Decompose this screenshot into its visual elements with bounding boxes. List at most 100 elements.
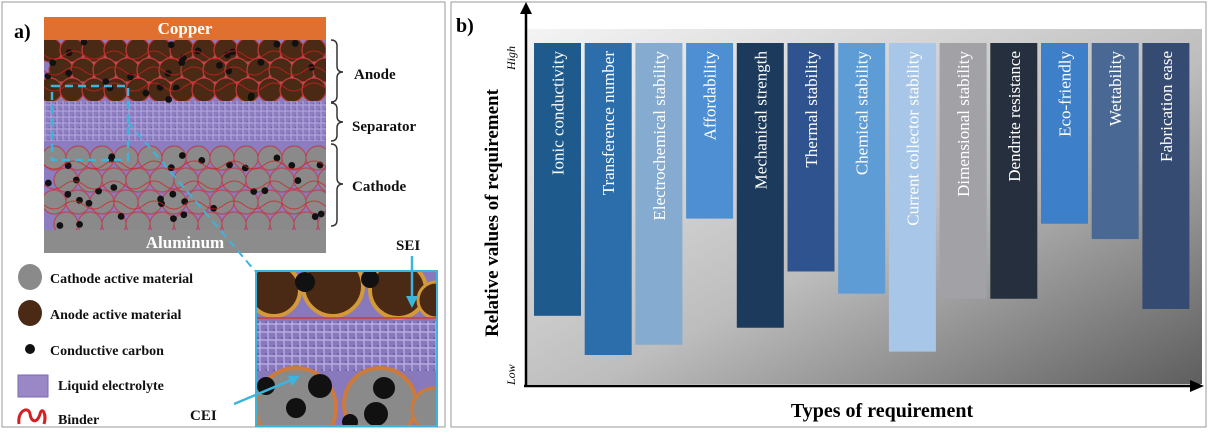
requirement-bar xyxy=(1091,43,1139,240)
y-axis-low-label: Low xyxy=(504,364,518,386)
carbon-dot xyxy=(273,40,281,48)
cathode-particle xyxy=(317,168,326,192)
requirement-label: Dimensional stability xyxy=(954,51,973,197)
carbon-dot xyxy=(167,41,175,49)
carbon-dot xyxy=(56,222,64,229)
requirement-label: Dendrite resistance xyxy=(1005,51,1024,182)
carbon-dot xyxy=(64,190,72,198)
carbon-dot xyxy=(110,184,118,191)
separator-brace xyxy=(330,102,344,142)
requirement-label: Mechanical strength xyxy=(751,51,770,190)
binder-strand xyxy=(44,82,326,92)
zoom-inset: SEI CEI xyxy=(190,238,438,427)
binder-strand xyxy=(44,200,326,210)
carbon-dot xyxy=(49,59,57,67)
panel-b-frame xyxy=(450,1,1207,428)
layer-braces xyxy=(330,39,344,227)
carbon-dot xyxy=(198,157,206,164)
y-axis-arrow xyxy=(520,2,532,14)
carbon-dot xyxy=(288,161,296,169)
carbon-dot xyxy=(294,177,302,184)
carbon-dot xyxy=(226,161,233,169)
carbon-dot xyxy=(229,48,237,56)
binder-network xyxy=(44,50,326,210)
binder-strand xyxy=(44,50,326,60)
electrode-stack xyxy=(44,40,326,230)
anode-brace xyxy=(330,39,344,103)
anode-particle xyxy=(191,77,217,103)
x-axis-arrow xyxy=(1190,380,1204,392)
anode-particle xyxy=(279,77,305,103)
requirement-label: Thermal stability xyxy=(802,51,821,168)
binder-squiggle-icon xyxy=(17,408,47,425)
cathode-layer xyxy=(44,145,326,230)
panel-a-label: a) xyxy=(14,21,31,43)
requirement-bars: Ionic conductivity Transference number Ele… xyxy=(534,43,1190,356)
requirement-label: Fabrication ease xyxy=(1157,51,1176,162)
carbon-dot xyxy=(142,89,150,97)
carbon-dot xyxy=(257,58,265,66)
carbon-dot xyxy=(95,187,102,195)
carbon-dot xyxy=(210,204,218,212)
carbon-dot xyxy=(108,153,116,161)
carbon-dot xyxy=(248,92,255,100)
electrolyte-swatch-icon xyxy=(17,374,49,398)
cathode-particle xyxy=(44,189,67,215)
carbon-dot xyxy=(85,199,93,207)
carbon-dot xyxy=(241,164,249,172)
requirement-bar xyxy=(990,43,1038,299)
requirement-bar xyxy=(635,43,683,345)
y-axis-title: Relative values of requirement xyxy=(482,88,503,337)
carbon-dot xyxy=(178,59,186,67)
requirement-bar xyxy=(1142,43,1190,309)
anode-particle xyxy=(301,77,326,103)
carbon-dot xyxy=(216,61,223,69)
anode-particle-icon xyxy=(18,300,42,326)
layer-label-separator: Separator xyxy=(352,119,416,135)
panel-b: b) Relative values of requirement High L… xyxy=(450,1,1207,428)
requirement-label: Wettability xyxy=(1106,51,1125,127)
separator-layer xyxy=(44,101,326,141)
requirement-bar xyxy=(838,43,886,294)
anode-particle xyxy=(257,77,283,103)
carbon-dot xyxy=(76,220,83,228)
layer-label-anode: Anode xyxy=(354,67,396,83)
cathode-particle-icon xyxy=(18,264,42,290)
carbon-dot xyxy=(117,212,125,220)
legend-label-electrolyte: Liquid electrolyte xyxy=(58,379,164,394)
cathode-particle xyxy=(317,212,326,230)
requirement-label: Affordability xyxy=(701,51,720,141)
legend-label-cathode: Cathode active material xyxy=(50,272,193,287)
zoom-region-marker xyxy=(50,84,130,162)
requirement-label: Transference number xyxy=(599,51,618,196)
carbon-dot xyxy=(80,40,88,46)
carbon-dot xyxy=(169,190,177,198)
legend: Cathode active material Anode active mat… xyxy=(17,264,193,428)
cathode-particle xyxy=(221,167,247,193)
layer-label-cathode: Cathode xyxy=(352,179,407,195)
copper-collector xyxy=(44,17,326,40)
requirement-bar xyxy=(1041,43,1088,224)
panel-a: a) Copper Aluminum Anode Separator Catho… xyxy=(1,1,446,428)
carbon-dot xyxy=(261,187,269,195)
requirement-label: Electrochemical stability xyxy=(650,51,669,221)
requirement-label: Ionic conductivity xyxy=(549,51,568,176)
anode-particle xyxy=(59,77,85,103)
aluminum-collector xyxy=(44,230,326,253)
requirement-bar xyxy=(939,43,987,299)
binder-strand xyxy=(44,160,326,170)
requirement-bar xyxy=(736,43,784,328)
carbon-dot xyxy=(250,188,258,195)
requirement-bar xyxy=(584,43,632,356)
aluminum-label: Aluminum xyxy=(146,233,224,252)
y-axis-high-label: High xyxy=(504,46,518,71)
carbon-dot xyxy=(44,179,52,187)
cei-label: CEI xyxy=(190,408,217,424)
requirement-label: Current collector stability xyxy=(903,51,922,226)
carbon-dot xyxy=(291,40,299,47)
binder-strand xyxy=(44,66,326,76)
carbon-dot-icon xyxy=(25,344,35,354)
requirement-bar xyxy=(787,43,835,272)
requirement-bar xyxy=(888,43,936,352)
legend-label-carbon: Conductive carbon xyxy=(50,344,164,359)
